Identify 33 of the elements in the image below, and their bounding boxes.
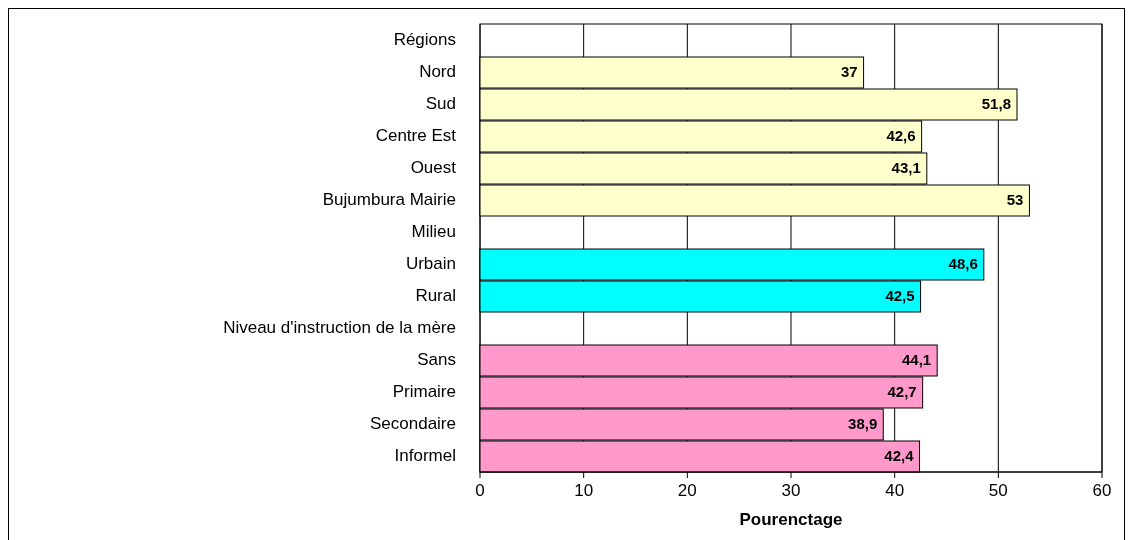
data-label: 51,8 <box>981 94 1011 112</box>
data-label: 38,9 <box>848 414 878 432</box>
x-tick-label: 30 <box>781 481 801 500</box>
y-tick-label: Primaire <box>392 382 456 402</box>
x-tick-label: 0 <box>475 481 485 500</box>
y-tick-label: Rural <box>415 286 456 306</box>
y-tick-label: Nord <box>419 62 456 82</box>
data-label: 37 <box>840 62 858 80</box>
data-label: 42,5 <box>885 286 915 304</box>
y-tick-label: Milieu <box>411 222 456 242</box>
y-tick-label: Secondaire <box>369 414 456 434</box>
y-tick-label: Niveau d'instruction de la mère <box>223 318 456 338</box>
y-tick-label: Régions <box>393 30 456 50</box>
y-tick-label: Ouest <box>410 158 457 178</box>
y-tick-label: Urbain <box>405 254 456 274</box>
x-tick-label: 60 <box>1092 481 1112 500</box>
data-label: 44,1 <box>901 350 932 368</box>
y-tick-label: Sud <box>425 94 456 114</box>
data-label: 42,7 <box>887 382 917 400</box>
x-axis-title: Pourenctage <box>739 510 843 529</box>
data-label: 48,6 <box>948 254 978 272</box>
data-label: 42,4 <box>884 446 915 464</box>
x-tick-label: 50 <box>988 481 1008 500</box>
y-tick-label: Sans <box>417 350 456 370</box>
data-label: 42,6 <box>886 126 916 144</box>
y-tick-label: Centre Est <box>375 126 457 146</box>
y-tick-label: Informel <box>394 446 456 466</box>
x-tick-label: 40 <box>885 481 905 500</box>
x-tick-label: 10 <box>574 481 594 500</box>
x-tick-label: 20 <box>677 481 697 500</box>
y-tick-label: Bujumbura Mairie <box>322 190 456 210</box>
data-label: 53 <box>1006 190 1024 208</box>
data-label: 43,1 <box>891 158 921 176</box>
